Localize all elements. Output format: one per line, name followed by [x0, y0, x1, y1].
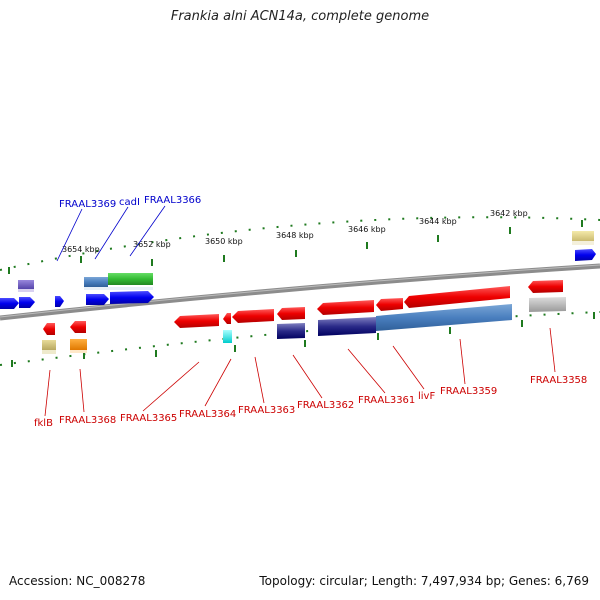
scale-label: 3648 kbp	[276, 231, 314, 240]
leader-line	[79, 368, 85, 413]
reverse-label-leaders	[44, 327, 556, 417]
leader-line	[459, 338, 466, 385]
scale-labels: 3654 kbp 3652 kbp 3650 kbp 3648 kbp 3646…	[62, 209, 528, 254]
reverse-gene[interactable]	[70, 321, 86, 333]
gene-feature[interactable]	[108, 273, 153, 285]
leader-line	[142, 361, 200, 412]
scale-label: 3644 kbp	[419, 217, 457, 226]
gene-feature[interactable]	[42, 340, 56, 350]
forward-gene-labels: FRAAL3369 cadI FRAAL3366	[59, 195, 201, 210]
gene-feature[interactable]	[572, 231, 594, 241]
leader-line	[549, 327, 556, 373]
reverse-gene[interactable]	[232, 309, 274, 323]
scale-label: 3652 kbp	[133, 240, 171, 249]
gene-feature[interactable]	[18, 280, 34, 289]
gene-feature[interactable]	[70, 350, 87, 353]
leader-line	[94, 206, 129, 260]
gene-feature[interactable]	[277, 323, 305, 339]
gene-label[interactable]: FRAAL3362	[297, 400, 354, 411]
gene-feature[interactable]	[223, 330, 232, 343]
gene-feature[interactable]	[529, 297, 566, 312]
leader-line	[204, 358, 232, 407]
gene-label[interactable]: FRAAL3366	[144, 195, 201, 206]
gene-feature[interactable]	[84, 287, 153, 290]
gene-feature[interactable]	[18, 289, 34, 292]
gene-feature[interactable]	[376, 304, 512, 331]
accession-text: Accession: NC_008278	[9, 574, 146, 588]
forward-gene[interactable]	[86, 294, 109, 305]
reverse-gene[interactable]	[174, 314, 219, 328]
scale-label: 3646 kbp	[348, 225, 386, 234]
leader-line	[292, 354, 323, 399]
gene-feature[interactable]	[318, 317, 376, 336]
gene-label[interactable]: FRAAL3364	[179, 409, 236, 420]
gene-label[interactable]: FRAAL3359	[440, 386, 497, 397]
reverse-gene[interactable]	[376, 298, 403, 311]
gene-label[interactable]: fklB	[34, 418, 53, 429]
reverse-gene-labels: fklB FRAAL3368 FRAAL3365 FRAAL3364 FRAAL…	[34, 375, 587, 429]
inner-major-ticks	[11, 312, 595, 367]
scale-label: 3650 kbp	[205, 237, 243, 246]
gene-label[interactable]: livF	[418, 391, 435, 402]
gene-feature[interactable]	[84, 277, 108, 287]
forward-gene[interactable]	[110, 291, 154, 304]
gene-feature[interactable]	[70, 339, 87, 350]
leader-line	[44, 369, 51, 417]
outer-major-ticks	[8, 220, 583, 274]
genome-backbone	[0, 263, 600, 321]
forward-genes	[0, 231, 596, 309]
scale-label: 3654 kbp	[62, 245, 100, 254]
gene-feature[interactable]	[572, 241, 594, 245]
gene-label[interactable]: cadI	[119, 197, 140, 208]
gene-label[interactable]: FRAAL3363	[238, 405, 295, 416]
gene-label[interactable]: FRAAL3368	[59, 415, 116, 426]
leader-line	[347, 348, 386, 394]
reverse-gene[interactable]	[404, 286, 510, 308]
gene-label[interactable]: FRAAL3365	[120, 413, 177, 424]
leader-line	[56, 208, 83, 262]
gene-label[interactable]: FRAAL3358	[530, 375, 587, 386]
gene-feature[interactable]	[42, 350, 56, 354]
reverse-gene[interactable]	[317, 300, 374, 315]
reverse-gene[interactable]	[223, 313, 231, 324]
leader-line	[392, 345, 425, 390]
forward-gene[interactable]	[0, 298, 19, 309]
leader-line	[129, 205, 166, 257]
map-title: Frankia alni ACN14a, complete genome	[170, 9, 430, 24]
reverse-genes	[42, 280, 566, 354]
gene-label[interactable]: FRAAL3361	[358, 395, 415, 406]
forward-gene[interactable]	[19, 297, 35, 308]
reverse-gene[interactable]	[528, 280, 563, 293]
forward-gene[interactable]	[575, 249, 596, 261]
scale-label: 3642 kbp	[490, 209, 528, 218]
genome-summary-text: Topology: circular; Length: 7,497,934 bp…	[259, 574, 589, 588]
outer-scale-track	[0, 216, 600, 271]
leader-line	[254, 356, 265, 404]
forward-label-leaders	[56, 205, 166, 262]
forward-gene[interactable]	[55, 296, 64, 307]
reverse-gene[interactable]	[277, 307, 305, 320]
reverse-gene[interactable]	[43, 323, 55, 335]
gene-label[interactable]: FRAAL3369	[59, 199, 116, 210]
